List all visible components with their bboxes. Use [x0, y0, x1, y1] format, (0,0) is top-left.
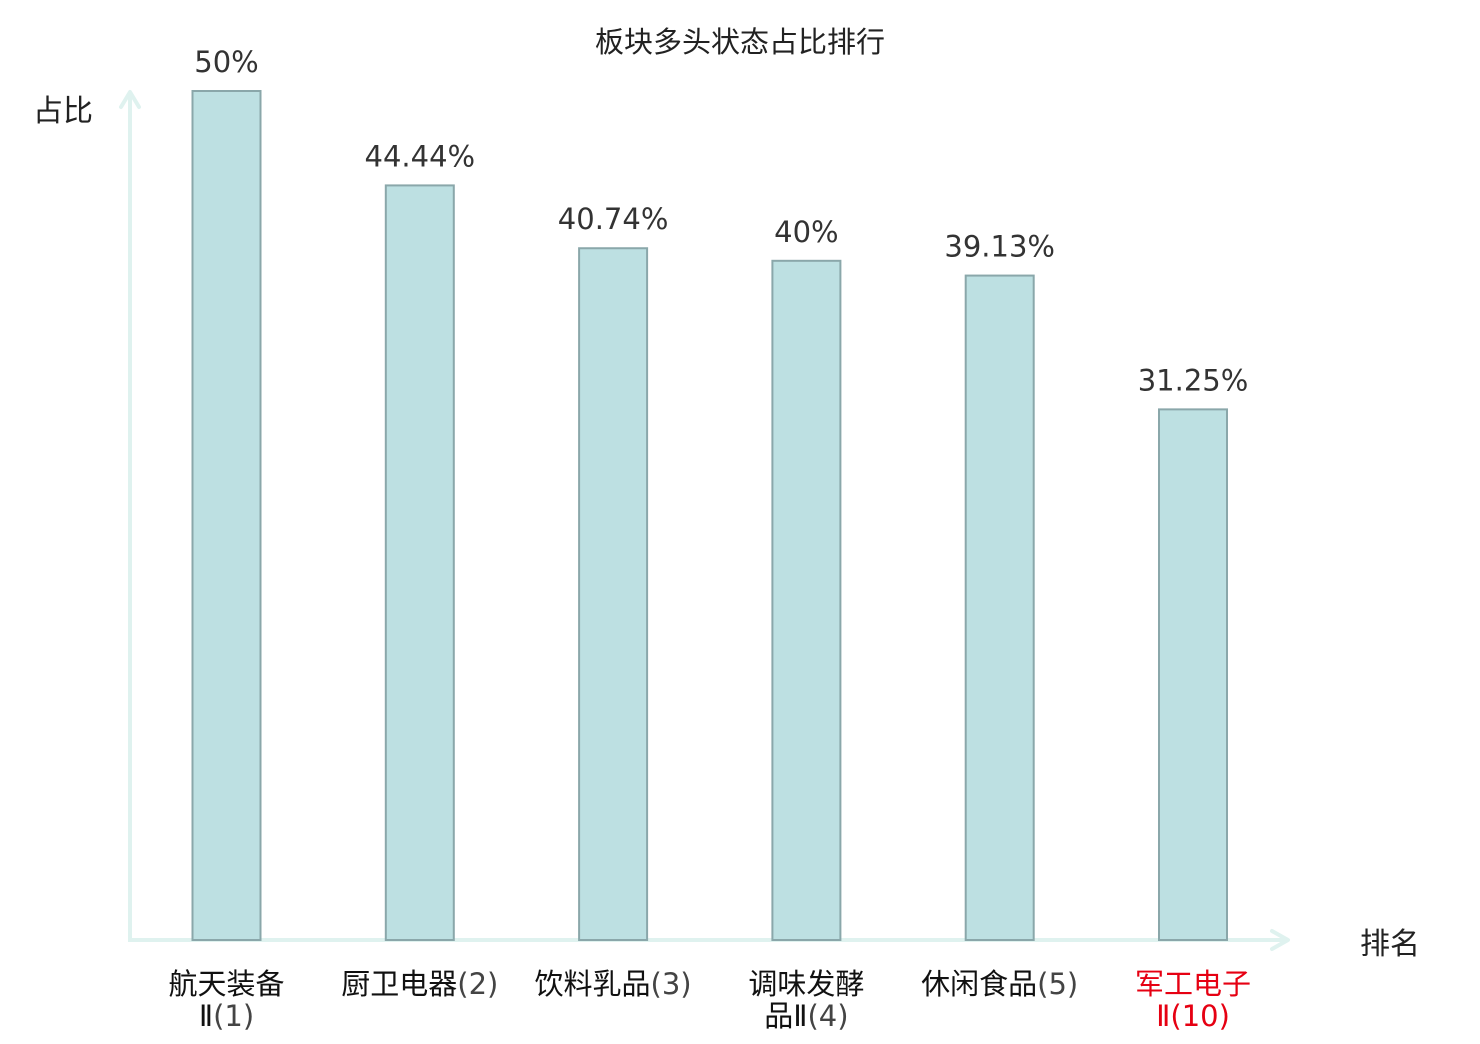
category-name: 调味发酵: [748, 967, 864, 1001]
category-name: 军工电子: [1135, 967, 1251, 1001]
category-rank: (5): [1037, 967, 1078, 1001]
bar: [578, 247, 649, 941]
bar: [191, 90, 262, 941]
category-label: 厨卫电器(2): [341, 967, 498, 1001]
bars-group: [191, 90, 1228, 942]
chart-title: 板块多头状态占比排行: [595, 25, 885, 59]
category-rank: (3): [651, 967, 692, 1001]
bar-value-label: 31.25%: [1138, 363, 1249, 397]
category-label: 军工电子: [1135, 967, 1251, 1001]
y-axis-label: 占比: [33, 94, 93, 129]
category-label: 休闲食品(5): [921, 967, 1078, 1001]
category-name: 厨卫电器: [341, 967, 457, 1001]
category-suffix: Ⅱ: [1156, 999, 1170, 1033]
bar-value-label: 40%: [774, 215, 838, 249]
category-name: 休闲食品: [921, 967, 1037, 1001]
bar-value-label: 40.74%: [558, 202, 669, 236]
category-rank: (4): [807, 999, 848, 1033]
value-labels-group: 50% 44.44% 40.74% 40% 39.13% 31.25%: [194, 45, 1248, 397]
bar: [1158, 408, 1228, 941]
category-label-line2: 品Ⅱ(4): [764, 999, 848, 1033]
bar-value-label: 44.44%: [365, 139, 476, 173]
bar-value-label: 50%: [194, 45, 258, 79]
category-label-line2: Ⅱ(1): [199, 999, 254, 1033]
bar: [384, 184, 455, 941]
bar-value-label: 39.13%: [944, 230, 1055, 264]
category-name: 饮料乳品: [535, 967, 651, 1001]
category-rank: (1): [213, 999, 254, 1033]
bar: [771, 259, 842, 941]
x-axis-arrow-icon: [1270, 929, 1290, 951]
category-name: 航天装备: [168, 967, 284, 1001]
category-suffix: Ⅱ: [199, 999, 213, 1033]
category-label-line2: Ⅱ(10): [1156, 999, 1230, 1033]
category-rank: (2): [457, 967, 498, 1001]
category-suffix: 品Ⅱ: [764, 999, 807, 1033]
bar: [964, 274, 1035, 942]
x-axis-label: 排名: [1360, 927, 1420, 962]
y-axis-arrow-icon: [119, 90, 141, 109]
category-rank: (10): [1170, 999, 1230, 1033]
category-label: 调味发酵: [748, 967, 864, 1001]
category-label: 航天装备: [168, 967, 284, 1001]
category-label: 饮料乳品(3): [535, 967, 692, 1001]
